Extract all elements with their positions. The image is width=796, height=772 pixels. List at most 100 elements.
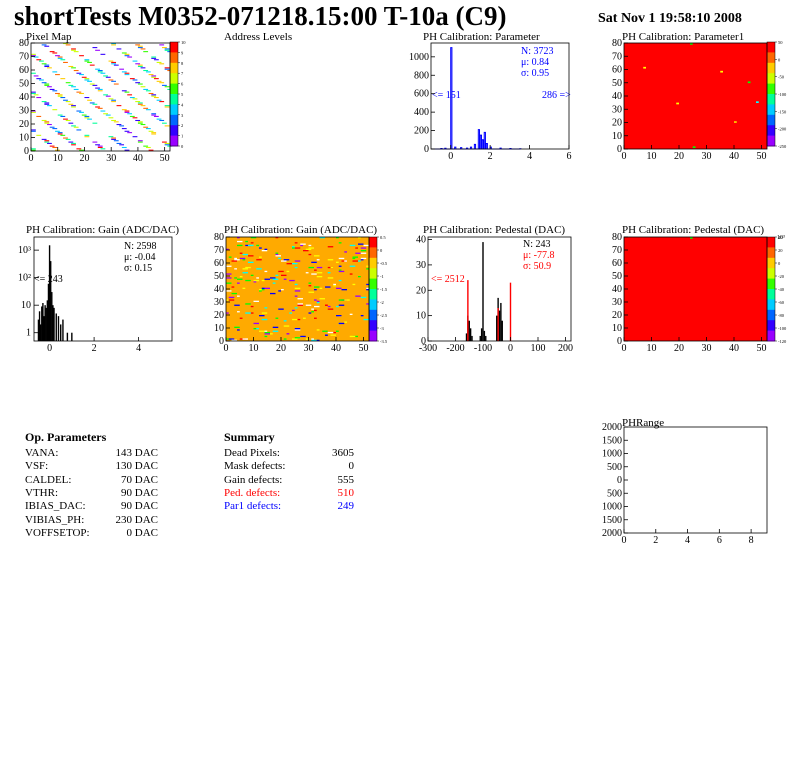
heatmap-cell [161,47,167,49]
z-scale-band [767,125,775,137]
z-scale-band [767,299,775,311]
heatmap-cell [84,78,90,80]
heatmap-cell [297,304,303,306]
heatmap-cell [87,80,92,82]
heatmap-cell [121,90,127,92]
histogram-bar [49,261,52,341]
heatmap-cell [132,79,138,81]
heatmap-cell [55,55,60,57]
heatmap-cell [33,56,39,58]
heatmap-cell [87,99,92,101]
heatmap-cell [79,55,84,57]
heatmap-cell [41,101,47,103]
heatmap-cell [71,106,76,108]
heatmap-cell [256,277,259,279]
heatmap-cell [308,312,312,314]
page-date: Sat Nov 1 19:58:10 2008 [598,11,742,26]
pedestal-map-scale-exponent: 10³ [777,235,785,241]
heatmap-cell [358,237,361,239]
heatmap-cell [52,71,58,73]
heatmap-cell [294,337,301,339]
histogram-bar [500,302,502,341]
heatmap-cell [84,59,90,61]
heatmap-cell [63,118,68,120]
heatmap-cell [245,312,251,314]
heatmap-cell [300,243,306,245]
heatmap-cell [151,57,157,59]
heatmap-cell [116,124,122,126]
x-tick-label: 0 [622,535,627,546]
heatmap-cell [57,56,63,58]
heatmap-cell [97,90,103,92]
heatmap-cell [145,146,151,149]
heatmap-cell [256,259,262,261]
plot-area [624,43,767,149]
heatmap-cell [137,65,143,68]
y-tick-label: 80 [19,38,29,49]
heatmap-cell [121,52,127,54]
heatmap-cell [159,119,165,122]
x-tick-label: 0 [622,151,627,162]
x-tick-label: 50 [359,343,369,354]
heatmap-cell [308,244,312,247]
x-tick-label: -100 [474,343,492,354]
heatmap-cell [239,257,246,260]
y-tick-label: 30 [612,297,622,308]
heatmap-cell [231,339,237,341]
heatmap-cell [127,94,133,96]
ph-parameter1-title: PH Calibration: Parameter1 [622,31,745,43]
z-scale-band [369,257,377,269]
x-tick-label: 30 [106,153,116,163]
histogram-bar [37,319,40,341]
z-scale-band [369,237,377,248]
ph-parameter-chart: N: 3723 μ: 0.84 σ: 0.95 <= 151 286 => 0 2… [409,42,572,162]
heatmap-cell [68,141,74,143]
heatmap-cell [65,101,71,103]
heatmap-cell [311,339,317,341]
heatmap-cell [264,331,270,334]
heatmap-cell [292,263,298,265]
heatmap-cell [231,292,237,295]
heatmap-cell [311,273,317,275]
heatmap-cell [140,124,146,126]
heatmap-cell [349,335,356,338]
heatmap-cell [248,261,254,263]
heatmap-cell [237,311,240,313]
heatmap-cell [153,59,159,61]
heatmap-cell [256,268,262,270]
heatmap-cell [119,144,125,146]
y-tick-label: 40 [416,235,426,246]
z-tick-label: -3.5 [380,339,388,344]
z-tick-label: -40 [778,287,785,292]
heatmap-cell [71,144,76,146]
y-tick-label: 0 [617,144,622,155]
op-param-value: 0 DAC [126,526,158,539]
z-tick-label: -250 [778,144,787,149]
heatmap-cell [137,45,143,47]
heatmap-cell [151,113,157,115]
heatmap-cell [308,253,312,256]
heatmap-cell [226,265,232,267]
histogram-bar [469,328,472,341]
heatmap-cell [164,144,170,146]
heatmap-cell [355,295,361,297]
op-param-name: VOFFSETOP: [25,526,90,539]
heatmap-cell [65,119,71,122]
plot-area [624,237,767,341]
heatmap-cell [316,300,320,302]
heatmap-cell [95,68,100,70]
heatmap-cell [327,308,334,310]
heatmap-cell [316,266,323,269]
heatmap-cell [129,115,135,117]
histogram-bar [497,308,499,341]
heatmap-cell [124,55,130,57]
heatmap-cell [245,303,251,305]
heatmap-cell [242,272,248,274]
heatmap-cell [336,330,339,332]
z-tick-label: 0 [778,57,781,62]
x-tick-label: -300 [419,343,437,354]
heatmap-cell [68,84,74,86]
heatmap-cell [41,119,47,122]
heatmap-cell [292,338,298,340]
heatmap-cell [275,255,281,257]
